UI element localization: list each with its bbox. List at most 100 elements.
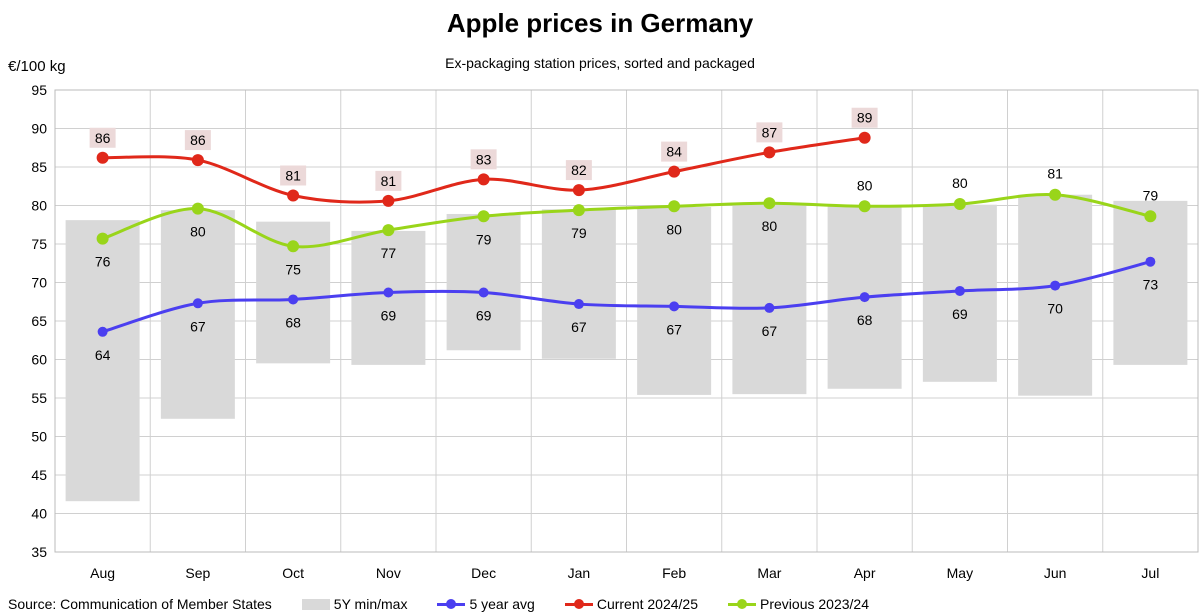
chart-subtitle: Ex-packaging station prices, sorted and … xyxy=(445,55,755,71)
data-point xyxy=(572,184,585,197)
data-label: 68 xyxy=(857,312,873,328)
legend-label: 5 year avg xyxy=(469,596,535,612)
data-label: 79 xyxy=(1143,187,1159,203)
legend-swatch xyxy=(437,598,466,609)
data-point xyxy=(382,194,395,207)
data-label-box xyxy=(89,127,116,148)
x-tick-label: Mar xyxy=(757,565,781,581)
legend-label: Current 2024/25 xyxy=(596,596,699,612)
data-point xyxy=(573,299,584,310)
range-bar xyxy=(1018,194,1093,396)
x-tick-label: Aug xyxy=(90,565,115,581)
data-label: 87 xyxy=(762,124,778,140)
y-tick-label: 50 xyxy=(31,429,47,445)
legend-item-5yr: 5 year avg xyxy=(437,596,535,612)
data-label: 67 xyxy=(666,321,682,337)
data-label-box xyxy=(280,165,307,186)
data-point xyxy=(668,200,681,213)
data-point xyxy=(382,224,395,237)
source-note: Source: Communication of Member States xyxy=(8,596,272,612)
data-point xyxy=(96,151,109,164)
data-point xyxy=(96,232,109,245)
data-point xyxy=(288,294,299,305)
data-label: 68 xyxy=(285,314,301,330)
data-point xyxy=(859,292,870,303)
data-point xyxy=(763,146,776,159)
data-point xyxy=(192,298,203,309)
data-label-box xyxy=(470,149,497,170)
data-label: 77 xyxy=(381,245,397,261)
data-label: 80 xyxy=(857,177,873,193)
data-point xyxy=(97,326,108,337)
x-tick-label: Apr xyxy=(854,565,876,581)
data-label: 69 xyxy=(381,308,397,324)
y-tick-label: 90 xyxy=(31,121,47,137)
data-point xyxy=(764,302,775,313)
data-point xyxy=(572,204,585,217)
y-tick-label: 70 xyxy=(31,275,47,291)
y-tick-label: 75 xyxy=(31,236,47,252)
series-line-2 xyxy=(102,192,1151,249)
legend-swatch xyxy=(728,598,757,609)
data-point xyxy=(383,287,394,298)
y-tick-label: 85 xyxy=(31,159,47,175)
data-point xyxy=(477,210,490,223)
data-label: 79 xyxy=(476,231,492,247)
data-point xyxy=(669,301,680,312)
data-label: 76 xyxy=(95,254,111,270)
x-tick-label: May xyxy=(947,565,973,581)
range-bar xyxy=(637,207,712,395)
data-label: 70 xyxy=(1047,301,1063,317)
data-label: 69 xyxy=(952,306,968,322)
data-label: 86 xyxy=(190,132,206,148)
data-label: 67 xyxy=(571,319,587,335)
data-label: 75 xyxy=(285,261,301,277)
data-point xyxy=(478,287,489,298)
range-bar xyxy=(446,213,521,351)
data-label: 83 xyxy=(476,151,492,167)
chart-title: Apple prices in Germany xyxy=(446,8,754,38)
legend-item-range: 5Y min/max xyxy=(301,596,408,612)
data-point xyxy=(1050,280,1061,291)
data-point xyxy=(1049,188,1062,201)
range-bar xyxy=(351,230,426,365)
y-tick-label: 40 xyxy=(31,506,47,522)
x-tick-label: Nov xyxy=(376,565,401,581)
series-line-1 xyxy=(102,136,865,204)
data-label: 81 xyxy=(381,173,397,189)
x-tick-label: Sep xyxy=(185,565,210,581)
legend-swatch xyxy=(301,598,330,610)
range-bar xyxy=(541,209,616,359)
data-point xyxy=(858,200,871,213)
data-label: 79 xyxy=(571,225,587,241)
data-label-box xyxy=(375,170,402,191)
data-label: 81 xyxy=(285,167,301,183)
legend-label: 5Y min/max xyxy=(333,596,408,612)
data-point xyxy=(763,197,776,210)
y-tick-label: 35 xyxy=(31,544,47,560)
range-bar xyxy=(1113,200,1188,365)
data-point xyxy=(1144,210,1157,223)
data-label: 80 xyxy=(666,221,682,237)
data-point xyxy=(668,165,681,178)
legend-swatch xyxy=(564,598,593,609)
data-label: 80 xyxy=(952,175,968,191)
y-tick-label: 65 xyxy=(31,313,47,329)
data-label: 80 xyxy=(190,224,206,240)
data-label: 64 xyxy=(95,347,111,363)
range-bar xyxy=(732,204,807,395)
data-label: 80 xyxy=(762,218,778,234)
data-label: 82 xyxy=(571,162,587,178)
x-tick-label: Oct xyxy=(282,565,304,581)
legend-item-current: Current 2024/25 xyxy=(564,596,699,612)
data-label-box xyxy=(851,107,878,128)
data-label: 67 xyxy=(190,318,206,334)
range-bar xyxy=(160,210,235,419)
data-label-box xyxy=(565,160,592,181)
data-label: 89 xyxy=(857,110,873,126)
range-bar xyxy=(65,220,140,502)
data-point xyxy=(191,154,204,167)
data-label: 86 xyxy=(95,130,111,146)
y-axis-label: €/100 kg xyxy=(8,58,66,75)
